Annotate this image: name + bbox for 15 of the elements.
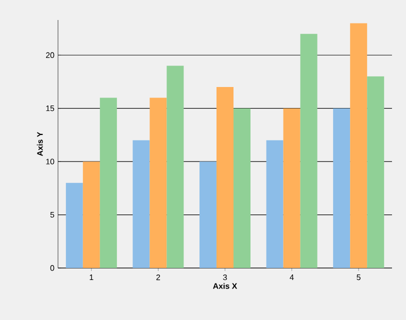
bar — [166, 66, 184, 268]
bar — [367, 76, 384, 268]
bar — [150, 98, 167, 268]
bar — [333, 108, 350, 268]
bar — [216, 87, 234, 268]
bar — [266, 140, 284, 268]
bar — [66, 182, 83, 268]
bar — [300, 34, 318, 268]
bar — [200, 162, 217, 268]
bar — [234, 108, 251, 268]
bar — [350, 23, 368, 268]
bar — [132, 140, 150, 268]
bar — [82, 162, 100, 268]
bar — [100, 98, 117, 268]
bar — [283, 108, 300, 268]
